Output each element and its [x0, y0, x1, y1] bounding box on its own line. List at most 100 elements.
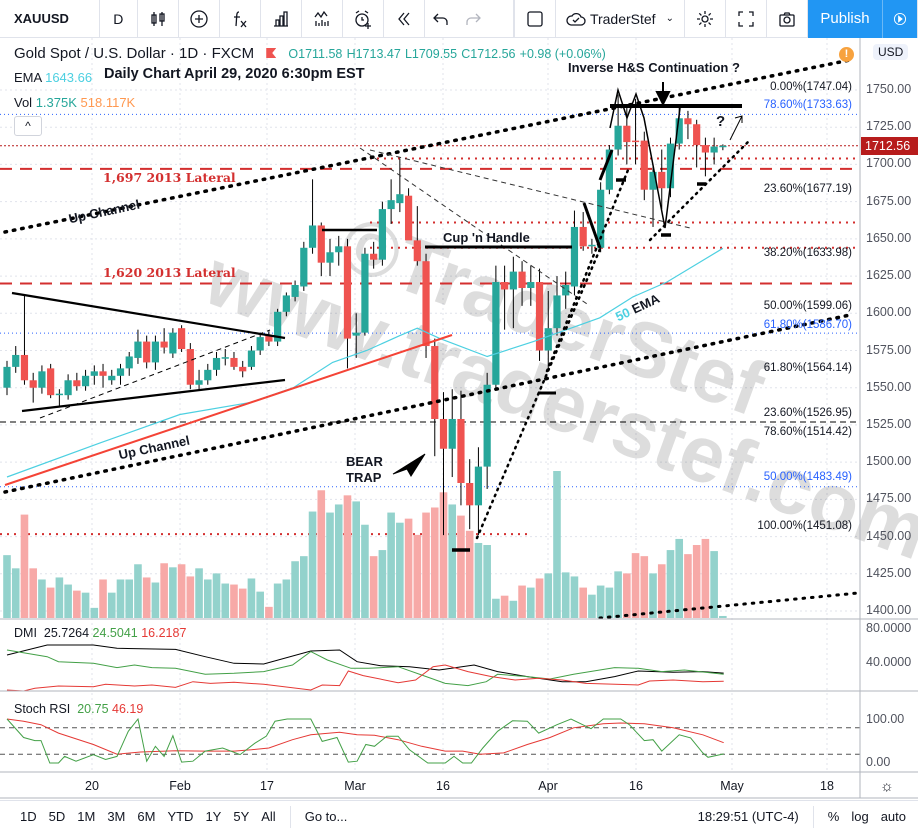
bottom-dotted-line[interactable] — [598, 591, 860, 620]
time-axis-label: 20 — [85, 779, 99, 793]
dashed-trendline-3[interactable] — [369, 149, 691, 229]
dashed-trendline-2[interactable] — [359, 147, 591, 307]
candle-body — [570, 226, 579, 287]
publish-button[interactable]: Publish — [807, 0, 882, 38]
percent-toggle[interactable]: % — [827, 809, 840, 824]
alert-icon[interactable]: ! — [839, 47, 854, 62]
candle-body — [553, 295, 561, 329]
collapse-legend-button[interactable]: ^ — [14, 116, 42, 136]
save-layout-button[interactable]: TraderStef ⌄ — [556, 0, 685, 38]
layout-button[interactable] — [513, 0, 556, 38]
range-ytd[interactable]: YTD — [167, 809, 194, 824]
candle — [684, 110, 692, 140]
ohlc-low: L1709.55 — [404, 47, 458, 61]
ema-legend: EMA 1643.66 — [14, 70, 92, 85]
triangle-lower[interactable] — [21, 378, 286, 413]
fullscreen-button[interactable] — [726, 0, 767, 38]
candle-body — [605, 149, 613, 190]
symbol-search[interactable]: XAUUSD — [0, 0, 100, 38]
fib-label: 50.00%(1599.06) — [763, 300, 852, 312]
candle-body — [81, 375, 90, 387]
volume-bar — [396, 522, 404, 618]
volume-bar — [710, 551, 718, 618]
volume-bar — [99, 579, 107, 618]
candle-body — [535, 282, 544, 351]
vol-label: Vol — [14, 95, 33, 110]
up-channel-upper[interactable] — [3, 58, 852, 234]
ohlc-close: C1712.56 — [461, 47, 516, 61]
candle — [719, 144, 727, 151]
financials-button[interactable] — [261, 0, 303, 38]
candle — [553, 276, 561, 336]
impulse-line[interactable] — [582, 202, 602, 249]
compare-button[interactable] — [179, 0, 221, 38]
play-button[interactable] — [881, 0, 918, 38]
candle — [239, 360, 247, 378]
drawings[interactable] — [3, 58, 860, 620]
candle — [47, 363, 55, 399]
up-channel-lower[interactable] — [3, 313, 852, 494]
volume-bar — [142, 577, 151, 618]
log-toggle[interactable]: log — [851, 809, 869, 824]
dmi-axis-label: 80.0000 — [866, 621, 912, 635]
dmi-plus: 24.5041 — [92, 626, 138, 640]
volume-bar — [343, 495, 352, 618]
volume-bar — [238, 588, 247, 618]
clock[interactable]: 18:29:51 (UTC-4) — [697, 809, 799, 824]
auto-toggle[interactable]: auto — [880, 809, 906, 824]
candle-body — [701, 145, 709, 153]
candle-body — [623, 125, 631, 143]
ohlc-open: O1711.58 — [288, 47, 343, 61]
currency-button[interactable]: USD — [873, 44, 909, 60]
range-1d[interactable]: 1D — [20, 809, 37, 824]
candle-body — [413, 240, 421, 262]
price-axis-label: 1475.00 — [866, 491, 912, 506]
candle — [570, 210, 579, 296]
candle — [631, 98, 640, 165]
volume-bar — [422, 512, 430, 618]
impulse-line[interactable] — [598, 149, 614, 181]
volume-bar — [256, 591, 264, 618]
range-5y[interactable]: 5Y — [233, 809, 250, 824]
lateral-1697-label: 1,697 2013 Lateral — [103, 170, 236, 185]
replay-button[interactable] — [384, 0, 426, 38]
candle — [466, 459, 474, 530]
interval-button[interactable]: D — [100, 0, 139, 38]
indicators-button[interactable] — [220, 0, 262, 38]
candle — [404, 188, 413, 241]
candle-body — [370, 253, 378, 260]
candle — [370, 241, 378, 269]
range-1y[interactable]: 1Y — [205, 809, 222, 824]
range-5d[interactable]: 5D — [48, 809, 66, 824]
time-axis-label: Apr — [538, 779, 558, 793]
range-all[interactable]: All — [261, 809, 276, 824]
settings-button[interactable] — [685, 0, 726, 38]
candle-body — [579, 226, 587, 247]
range-3m[interactable]: 3M — [107, 809, 126, 824]
snapshot-button[interactable] — [767, 0, 808, 38]
candle-body — [160, 341, 168, 348]
chart-type-button[interactable] — [138, 0, 180, 38]
volume-bar — [46, 587, 55, 618]
price-axis-label: 1675.00 — [866, 193, 912, 208]
redo-button[interactable] — [457, 0, 514, 38]
settings-sun-icon[interactable]: ☼ — [880, 778, 894, 795]
redo-icon — [466, 13, 482, 25]
volume-bar — [570, 576, 579, 618]
layout-name: TraderStef — [589, 10, 656, 27]
templates-button[interactable] — [302, 0, 344, 38]
dotted-rise-3[interactable] — [648, 140, 750, 242]
candle-body — [684, 118, 692, 125]
alert-button[interactable] — [343, 0, 385, 38]
candle-body — [38, 371, 46, 388]
triangle-upper[interactable] — [11, 291, 286, 340]
range-1m[interactable]: 1M — [77, 809, 96, 824]
red-trendline[interactable] — [4, 334, 453, 486]
undo-button[interactable] — [425, 0, 457, 38]
volume-bar — [404, 518, 413, 618]
stoch-axis-label: 0.00 — [866, 755, 891, 769]
range-6m[interactable]: 6M — [137, 809, 156, 824]
hs-zigzag[interactable] — [609, 87, 681, 229]
goto-button[interactable]: Go to... — [304, 809, 348, 824]
